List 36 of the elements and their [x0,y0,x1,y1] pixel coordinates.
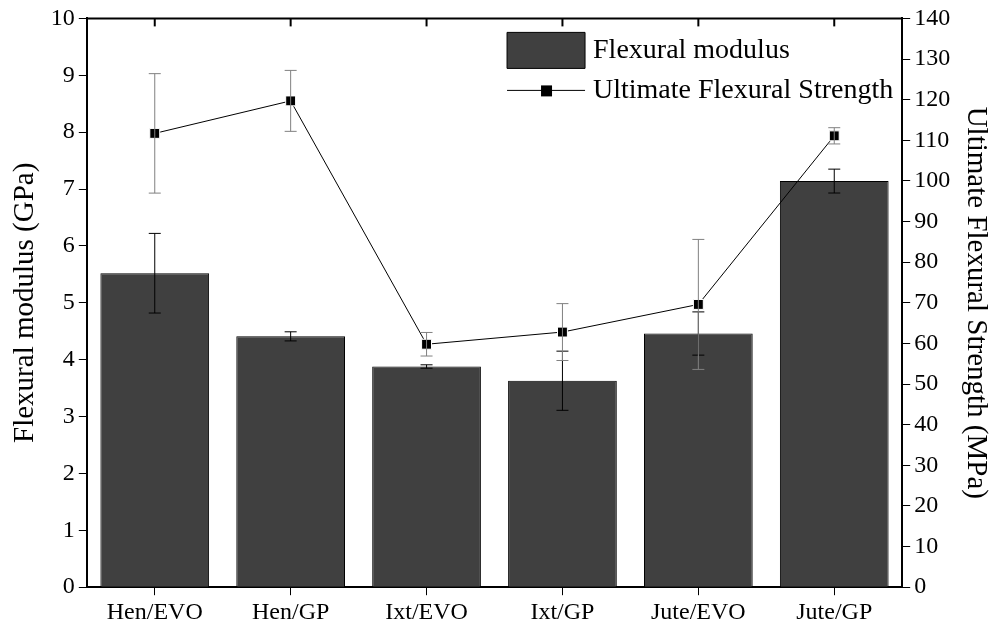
y2-tick-label: 60 [914,328,939,355]
x-tick-label: Ixt/EVO [385,597,468,624]
y-tick-label: 0 [62,572,75,599]
y2-tick-label: 40 [914,409,939,436]
legend-label: Ultimate Flexural Strength [593,72,894,104]
y-tick-label: 2 [62,458,75,485]
y2-axis-title: Ultimate Flexural Strength (MPa) [960,106,994,499]
y-axis-title: Flexural modulus (GPa) [7,162,41,443]
y2-tick-label: 80 [914,247,939,274]
y-tick-label: 9 [62,60,75,87]
y-tick-label: 6 [62,231,75,258]
y2-tick-label: 110 [914,125,950,152]
y2-tick-label: 120 [914,84,951,111]
y2-tick-label: 140 [914,3,951,30]
y-tick-label: 5 [62,288,75,315]
legend-label: Flexural modulus [593,32,790,64]
y-tick-label: 8 [62,117,75,144]
y2-tick-label: 70 [914,288,939,315]
y-tick-label: 7 [62,174,75,201]
x-tick-label: Ixt/GP [530,597,595,624]
y2-tick-label: 90 [914,206,939,233]
y2-tick-label: 0 [914,572,927,599]
y2-tick-label: 50 [914,369,939,396]
x-tick-label: Hen/GP [251,597,330,624]
x-tick-label: Jute/GP [796,597,873,624]
y-tick-label: 3 [62,401,75,428]
y2-tick-label: 100 [914,166,951,193]
x-tick-label: Jute/EVO [651,597,746,624]
y-tick-label: 10 [50,3,75,30]
y-tick-label: 4 [62,344,75,371]
y2-tick-label: 30 [914,450,939,477]
y2-tick-label: 20 [914,491,939,518]
x-tick-label: Hen/EVO [106,597,203,624]
y2-tick-label: 10 [914,531,939,558]
y-tick-label: 1 [62,515,75,542]
y2-tick-label: 130 [914,44,951,71]
